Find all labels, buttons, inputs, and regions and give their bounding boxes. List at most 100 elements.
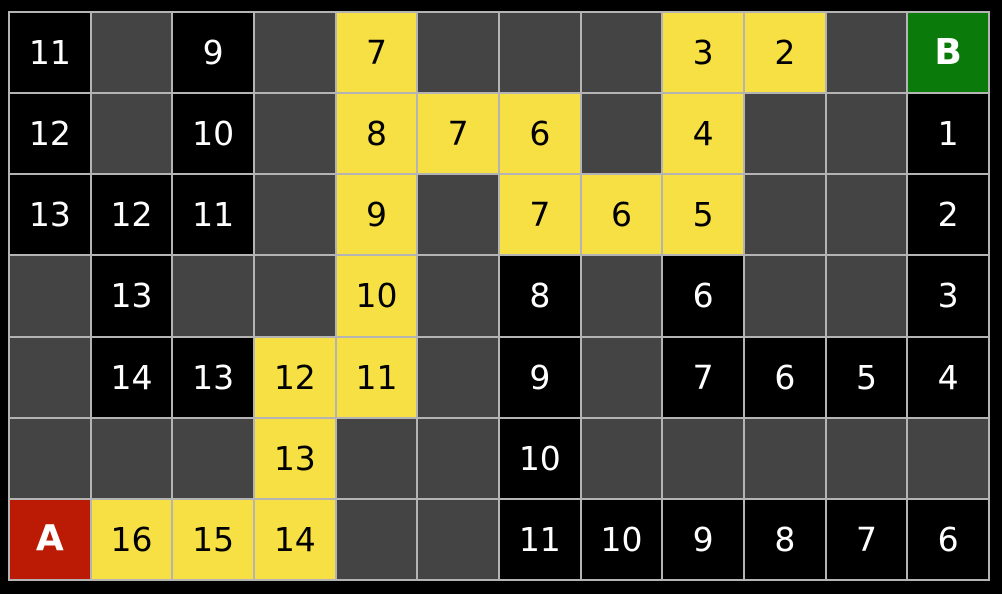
grid-cell-r2-c10[interactable] (826, 175, 909, 257)
grid-cell-r2-c8[interactable]: 5 (663, 175, 745, 257)
grid-cell-label: 1 (937, 114, 959, 154)
grid-cell-r2-c1[interactable]: 12 (91, 175, 174, 257)
grid-cell-r2-c6[interactable]: 7 (499, 175, 582, 257)
grid-cell-r4-c6[interactable]: 9 (499, 337, 582, 419)
grid-cell-r4-c0[interactable] (10, 337, 92, 419)
grid-cell-r2-c5[interactable] (418, 175, 500, 257)
grid-cell-r3-c7[interactable] (581, 256, 664, 338)
grid-cell-r0-c0[interactable]: 11 (10, 13, 92, 95)
grid-cell-r4-c9[interactable]: 6 (744, 337, 827, 419)
grid-cell-r6-c7[interactable]: 10 (581, 499, 664, 581)
grid-cell-r3-c6[interactable]: 8 (499, 256, 582, 338)
grid-cell-r2-c3[interactable] (254, 175, 337, 257)
grid-cell-r4-c5[interactable] (418, 337, 500, 419)
grid-cell-r3-c1[interactable]: 13 (91, 256, 174, 338)
grid-cell-r6-c3[interactable]: 14 (254, 499, 337, 581)
grid-cell-label: 6 (937, 519, 959, 559)
grid-cell-r6-c9[interactable]: 8 (744, 499, 827, 581)
grid-cell-r0-c1[interactable] (91, 13, 174, 95)
start-cell[interactable]: A (10, 499, 92, 581)
grid-cell-r6-c8[interactable]: 9 (663, 499, 745, 581)
grid-cell-label: 6 (774, 357, 796, 397)
grid-cell-r1-c1[interactable] (91, 94, 174, 176)
grid-cell-r5-c3[interactable]: 13 (254, 418, 337, 500)
grid-cell-r1-c4[interactable]: 8 (336, 94, 419, 176)
grid-cell-r1-c11[interactable]: 1 (908, 94, 990, 176)
grid-cell-r4-c3[interactable]: 12 (254, 337, 337, 419)
grid-cell-label: 9 (692, 519, 714, 559)
grid-cell-r0-c4[interactable]: 7 (336, 13, 419, 95)
grid-cell-r1-c9[interactable] (744, 94, 827, 176)
grid-cell-label: 15 (192, 519, 235, 559)
grid-cell-r3-c5[interactable] (418, 256, 500, 338)
grid-cell-label: 14 (110, 357, 153, 397)
grid-cell-r2-c11[interactable]: 2 (908, 175, 990, 257)
grid-cell-r2-c2[interactable]: 11 (173, 175, 255, 257)
grid-cell-r6-c2[interactable]: 15 (173, 499, 255, 581)
grid-cell-r1-c5[interactable]: 7 (418, 94, 500, 176)
grid-cell-r0-c3[interactable] (254, 13, 337, 95)
grid-cell-r0-c6[interactable] (499, 13, 582, 95)
grid-cell-r4-c8[interactable]: 7 (663, 337, 745, 419)
grid-cell-label: 6 (692, 276, 714, 316)
grid-cell-r1-c7[interactable] (581, 94, 664, 176)
goal-cell[interactable]: B (908, 13, 990, 95)
grid-cell-label: 10 (192, 114, 235, 154)
grid-cell-label: 7 (365, 33, 387, 73)
grid-cell-r1-c2[interactable]: 10 (173, 94, 255, 176)
grid-cell-r3-c3[interactable] (254, 256, 337, 338)
grid-cell-r6-c5[interactable] (418, 499, 500, 581)
grid-cell-r1-c8[interactable]: 4 (663, 94, 745, 176)
grid-cell-r3-c4[interactable]: 10 (336, 256, 419, 338)
grid-cell-r1-c0[interactable]: 12 (10, 94, 92, 176)
grid-cell-r2-c0[interactable]: 13 (10, 175, 92, 257)
grid-cell-r5-c6[interactable]: 10 (499, 418, 582, 500)
grid-cell-r5-c0[interactable] (10, 418, 92, 500)
grid-cell-r3-c9[interactable] (744, 256, 827, 338)
grid-cell-r4-c4[interactable]: 11 (336, 337, 419, 419)
grid-cell-r5-c10[interactable] (826, 418, 909, 500)
grid-cell-r5-c4[interactable] (336, 418, 419, 500)
grid-cell-r1-c3[interactable] (254, 94, 337, 176)
grid-cell-label: 7 (447, 114, 469, 154)
grid-cell-r5-c9[interactable] (744, 418, 827, 500)
grid-cell-r3-c10[interactable] (826, 256, 909, 338)
grid-cell-r6-c4[interactable] (336, 499, 419, 581)
grid-cell-r0-c8[interactable]: 3 (663, 13, 745, 95)
grid-cell-r2-c7[interactable]: 6 (581, 175, 664, 257)
grid-cell-r6-c6[interactable]: 11 (499, 499, 582, 581)
grid-cell-r6-c1[interactable]: 16 (91, 499, 174, 581)
grid-cell-r4-c10[interactable]: 5 (826, 337, 909, 419)
grid-cell-r2-c9[interactable] (744, 175, 827, 257)
grid-cell-label: 13 (28, 195, 71, 235)
grid-cell-r2-c4[interactable]: 9 (336, 175, 419, 257)
grid-cell-label: 10 (355, 276, 398, 316)
grid-cell-label: 8 (774, 519, 796, 559)
grid-cell-r1-c10[interactable] (826, 94, 909, 176)
grid-cell-r0-c10[interactable] (826, 13, 909, 95)
grid-cell-r5-c5[interactable] (418, 418, 500, 500)
grid-cell-r0-c9[interactable]: 2 (744, 13, 827, 95)
grid-cell-r3-c11[interactable]: 3 (908, 256, 990, 338)
grid-cell-r3-c8[interactable]: 6 (663, 256, 745, 338)
grid-cell-r5-c1[interactable] (91, 418, 174, 500)
grid-cell-r0-c7[interactable] (581, 13, 664, 95)
grid-cell-r4-c2[interactable]: 13 (173, 337, 255, 419)
grid-cell-label: 11 (192, 195, 235, 235)
grid-cell-r5-c11[interactable] (908, 418, 990, 500)
grid-cell-r6-c10[interactable]: 7 (826, 499, 909, 581)
grid-cell-r6-c11[interactable]: 6 (908, 499, 990, 581)
grid-cell-r0-c5[interactable] (418, 13, 500, 95)
grid-cell-r0-c2[interactable]: 9 (173, 13, 255, 95)
grid-cell-r5-c2[interactable] (173, 418, 255, 500)
grid-cell-r4-c11[interactable]: 4 (908, 337, 990, 419)
grid-cell-r1-c6[interactable]: 6 (499, 94, 582, 176)
grid-cell-r3-c2[interactable] (173, 256, 255, 338)
grid-cell-label: 14 (273, 519, 316, 559)
grid-cell-r4-c1[interactable]: 14 (91, 337, 174, 419)
grid-cell-label: 4 (692, 114, 714, 154)
grid-cell-r3-c0[interactable] (10, 256, 92, 338)
grid-cell-r5-c8[interactable] (663, 418, 745, 500)
grid-cell-r4-c7[interactable] (581, 337, 664, 419)
grid-cell-r5-c7[interactable] (581, 418, 664, 500)
